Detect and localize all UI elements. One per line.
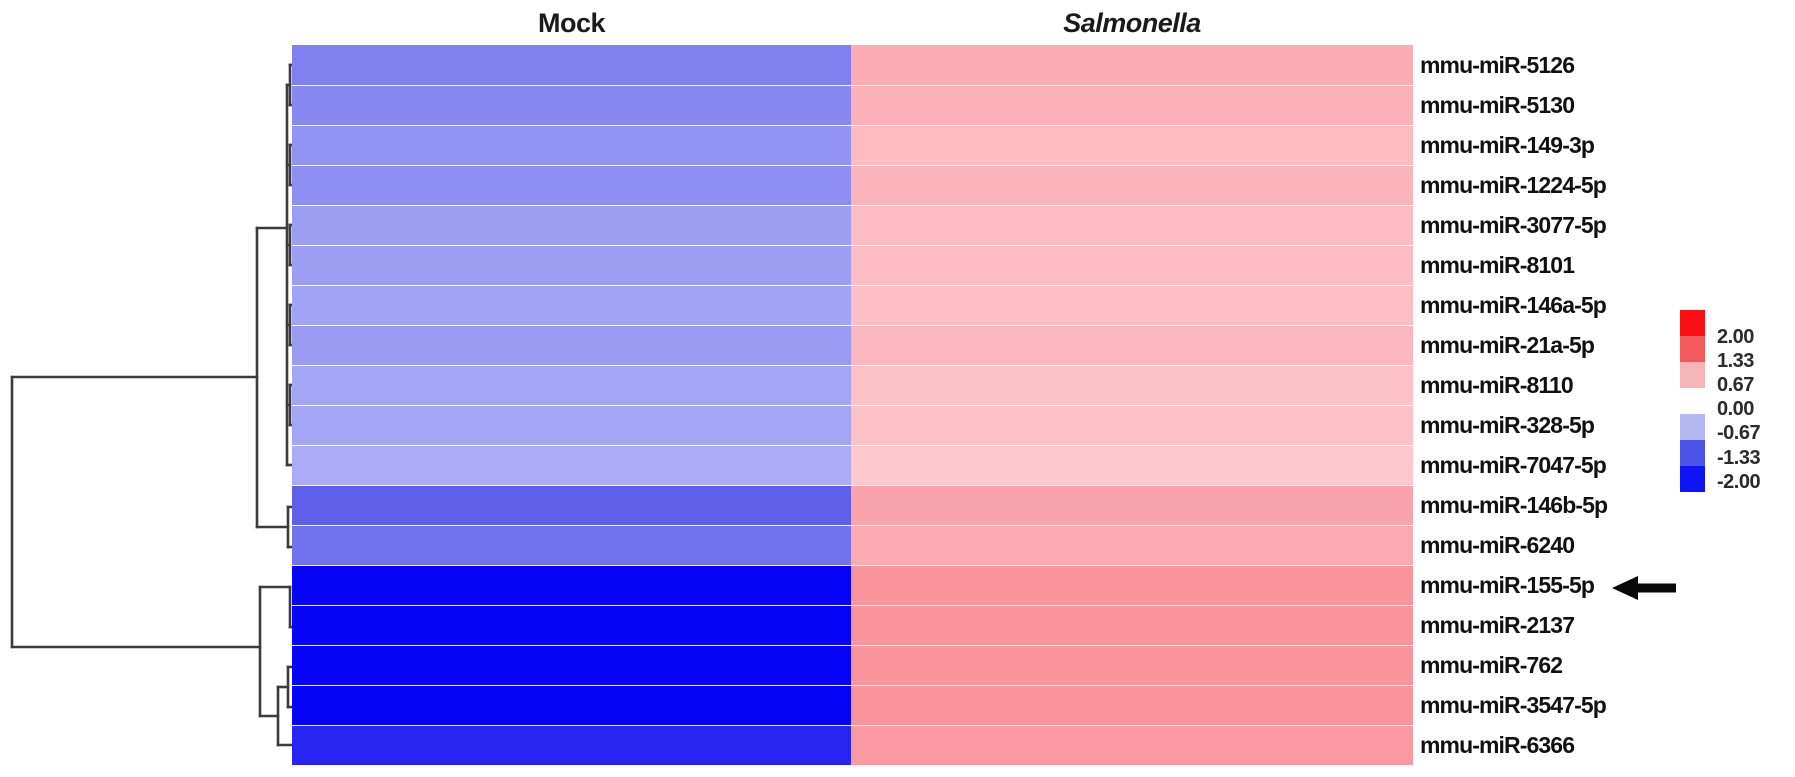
row-label: mmu-miR-21a-5p — [1420, 331, 1595, 358]
row-label: mmu-miR-155-5p — [1420, 571, 1595, 598]
legend-color-bar — [1680, 310, 1705, 492]
heatmap-cell-salmonella — [851, 726, 1413, 765]
heatmap-cell-salmonella — [851, 206, 1413, 245]
heatmap-row — [292, 605, 1413, 645]
legend-color-swatch — [1680, 466, 1705, 492]
heatmap-row — [292, 285, 1413, 325]
heatmap-cell-mock — [292, 726, 851, 765]
heatmap-row — [292, 125, 1413, 165]
legend-color-swatch — [1680, 310, 1705, 336]
legend-tick-label: 2.00 — [1717, 325, 1754, 348]
row-label: mmu-miR-5130 — [1420, 91, 1575, 118]
colorbar-legend: 2.00 1.33 0.67 0.00 -0.67 -1.33 -2.00 — [1680, 310, 1795, 500]
heatmap-row — [292, 85, 1413, 125]
heatmap-cell-mock — [292, 446, 851, 485]
heatmap-row — [292, 645, 1413, 685]
heatmap-row — [292, 685, 1413, 725]
heatmap-cell-salmonella — [851, 45, 1413, 85]
heatmap-cell-mock — [292, 126, 851, 165]
heatmap-cell-salmonella — [851, 646, 1413, 685]
heatmap-cell-mock — [292, 326, 851, 365]
heatmap-cell-salmonella — [851, 566, 1413, 605]
heatmap-row — [292, 45, 1413, 85]
legend-tick-label: -2.00 — [1717, 470, 1761, 493]
heatmap-row — [292, 445, 1413, 485]
heatmap-cell-salmonella — [851, 486, 1413, 525]
heatmap-cell-salmonella — [851, 286, 1413, 325]
heatmap-cell-salmonella — [851, 166, 1413, 205]
row-label: mmu-miR-3077-5p — [1420, 211, 1607, 238]
column-header-mock: Mock — [537, 7, 606, 38]
heatmap-row — [292, 725, 1413, 765]
highlight-arrow-icon — [1612, 576, 1676, 600]
row-label-column: mmu-miR-5126 mmu-miR-5130 mmu-miR-149-3p mm… — [1420, 45, 1608, 765]
legend-color-swatch — [1680, 388, 1705, 414]
heatmap-row — [292, 365, 1413, 405]
heatmap-cell-salmonella — [851, 406, 1413, 445]
heatmap-cell-mock — [292, 366, 851, 405]
row-label: mmu-miR-328-5p — [1420, 411, 1595, 438]
row-label: mmu-miR-762 — [1420, 651, 1563, 678]
heatmap-row — [292, 245, 1413, 285]
heatmap-row — [292, 525, 1413, 565]
legend-tick-label: 0.67 — [1717, 373, 1754, 396]
heatmap-row — [292, 565, 1413, 605]
heatmap-cell-salmonella — [851, 446, 1413, 485]
heatmap-cell-mock — [292, 686, 851, 725]
legend-color-swatch — [1680, 362, 1705, 388]
row-label: mmu-miR-146b-5p — [1420, 491, 1608, 518]
heatmap-cell-mock — [292, 606, 851, 645]
heatmap-cell-mock — [292, 86, 851, 125]
heatmap-cell-salmonella — [851, 686, 1413, 725]
heatmap-row — [292, 165, 1413, 205]
row-label: mmu-miR-149-3p — [1420, 131, 1595, 158]
heatmap-cell-mock — [292, 406, 851, 445]
row-dendrogram — [10, 63, 295, 747]
heatmap-cell-salmonella — [851, 606, 1413, 645]
row-label: mmu-miR-5126 — [1420, 51, 1575, 78]
row-label: mmu-miR-1224-5p — [1420, 171, 1607, 198]
legend-tick-label: 1.33 — [1717, 349, 1754, 372]
heatmap-cell-salmonella — [851, 246, 1413, 285]
heatmap-cell-mock — [292, 246, 851, 285]
legend-color-swatch — [1680, 336, 1705, 362]
heatmap-cell-mock — [292, 486, 851, 525]
heatmap-grid — [292, 45, 1413, 765]
heatmap-cell-salmonella — [851, 326, 1413, 365]
heatmap-cell-mock — [292, 526, 851, 565]
legend-tick-label: -0.67 — [1717, 422, 1761, 445]
heatmap-cell-salmonella — [851, 366, 1413, 405]
row-label: mmu-miR-3547-5p — [1420, 691, 1607, 718]
heatmap-cell-mock — [292, 286, 851, 325]
heatmap-row — [292, 485, 1413, 525]
heatmap-row — [292, 205, 1413, 245]
heatmap-cell-salmonella — [851, 526, 1413, 565]
heatmap-cell-mock — [292, 206, 851, 245]
row-label: mmu-miR-7047-5p — [1420, 451, 1607, 478]
column-header-salmonella: Salmonella — [1063, 7, 1201, 38]
row-label: mmu-miR-146a-5p — [1420, 291, 1607, 318]
heatmap-cell-mock — [292, 166, 851, 205]
heatmap-cell-mock — [292, 566, 851, 605]
legend-tick-label: -1.33 — [1717, 446, 1761, 469]
row-label: mmu-miR-6240 — [1420, 531, 1575, 558]
heatmap-row — [292, 405, 1413, 445]
row-label: mmu-miR-8110 — [1420, 371, 1574, 398]
heatmap-cell-salmonella — [851, 86, 1413, 125]
row-label: mmu-miR-2137 — [1420, 611, 1575, 638]
legend-tick-label: 0.00 — [1717, 398, 1754, 421]
row-label: mmu-miR-8101 — [1420, 251, 1575, 278]
legend-color-swatch — [1680, 440, 1705, 466]
row-label: mmu-miR-6366 — [1420, 731, 1575, 758]
heatmap-cell-mock — [292, 45, 851, 85]
heatmap-row — [292, 325, 1413, 365]
heatmap-cell-salmonella — [851, 126, 1413, 165]
heatmap-cell-mock — [292, 646, 851, 685]
legend-color-swatch — [1680, 414, 1705, 440]
